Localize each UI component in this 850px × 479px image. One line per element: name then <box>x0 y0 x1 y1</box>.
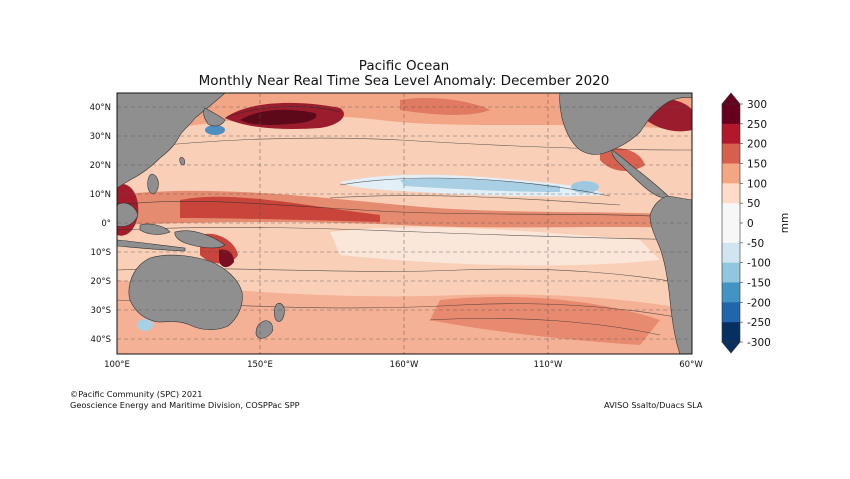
colorbar-level-label: 150 <box>747 159 767 171</box>
lat-tick-label: 30°N <box>90 132 111 142</box>
colorbar-level-label: 300 <box>747 99 767 111</box>
anomaly-kuroshio-core <box>240 109 317 125</box>
land-nz-north <box>274 302 285 322</box>
colorbar-level-label: 50 <box>747 198 760 210</box>
land-australia <box>128 254 243 330</box>
land-borneo <box>117 202 139 227</box>
land-asia <box>117 93 226 189</box>
colorbar-level-label: -150 <box>747 278 771 290</box>
land-java <box>117 239 186 252</box>
map-frame <box>116 92 693 355</box>
lon-tick-label: 160°W <box>390 360 419 370</box>
lon-tick-label: 60°W <box>679 360 703 370</box>
lat-tick-label: 20°S <box>91 277 111 287</box>
colorbar-segments <box>721 103 741 343</box>
colorbar-level-label: -250 <box>747 317 771 329</box>
colorbar-level-label: 250 <box>747 119 767 131</box>
colorbar-segment <box>722 262 740 283</box>
colorbar-segment <box>722 104 740 125</box>
lat-tick-label: 40°N <box>90 103 111 113</box>
colorbar-unit-label: mm <box>779 213 791 233</box>
lat-tick-label: 10°S <box>91 248 111 258</box>
colorbar-segment <box>722 123 740 144</box>
colorbar-min-arrow <box>721 341 741 354</box>
colorbar-segment <box>722 242 740 263</box>
anomaly-coral-sea-core <box>219 249 234 268</box>
land-masses <box>117 93 692 354</box>
anomaly-north-band <box>117 93 692 140</box>
lat-tick-label: 10°N <box>90 190 111 200</box>
division-text: Geoscience Energy and Maritime Division,… <box>70 400 300 410</box>
colorbar-labels: 300 250 200 150 100 50 0 -50 -100 -150 -200 -250 -30… <box>740 99 771 349</box>
colorbar-level-label: -100 <box>747 258 771 270</box>
colorbar-level-label: -200 <box>747 297 771 309</box>
copyright-text: ©Pacific Community (SPC) 2021 <box>70 389 203 399</box>
lon-tick-label: 110°W <box>534 360 563 370</box>
lat-tick-label: 30°S <box>91 306 111 316</box>
lat-tick-label: 20°N <box>90 161 111 171</box>
colorbar-segment <box>722 223 740 244</box>
eddy-tasman <box>137 319 153 331</box>
anomaly-equatorial-strong <box>180 196 380 222</box>
colorbar-segment <box>722 282 740 303</box>
map-subtitle: Monthly Near Real Time Sea Level Anomaly… <box>198 73 610 89</box>
colorbar-level-label: 200 <box>747 139 767 151</box>
colorbar-max-arrow <box>721 92 741 105</box>
lon-tick-label: 150°E <box>247 360 273 370</box>
colorbar-level-label: -50 <box>747 238 764 250</box>
colorbar-level-label: -300 <box>747 337 771 349</box>
colorbar-segment <box>722 163 740 184</box>
lat-tick-label: 40°S <box>91 335 111 345</box>
graticule <box>117 93 692 354</box>
colorbar-level-label: 0 <box>747 218 754 230</box>
land-sulawesi <box>139 223 171 235</box>
anomaly-cold-core <box>400 178 560 192</box>
lat-tick-label: 0° <box>101 219 111 229</box>
land-new-guinea <box>174 230 226 249</box>
eddy-west <box>205 125 225 135</box>
map-title: Pacific Ocean <box>358 58 450 74</box>
lat-axis: 40°N 30°N 20°N 10°N 0° 10°S 20°S 30°S 40… <box>90 103 111 345</box>
colorbar-segment <box>722 322 740 343</box>
colorbar-segment <box>722 302 740 323</box>
colorbar-level-label: 100 <box>747 178 767 190</box>
anomaly-southeast-warm <box>430 296 660 345</box>
colorbar-segment <box>722 203 740 224</box>
lon-axis: 100°E 150°E 160°W 110°W 60°W <box>104 360 703 370</box>
land-japan <box>203 107 226 127</box>
land-central-america <box>611 149 669 198</box>
land-philippines <box>147 173 159 194</box>
anomaly-north-patch <box>400 98 490 115</box>
data-source-text: AVISO Ssalto/Duacs SLA <box>604 400 703 410</box>
colorbar-segment <box>722 183 740 204</box>
sea-level-anomaly-field <box>117 93 692 354</box>
colorbar: 300 250 200 150 100 50 0 -50 -100 -150 -200 -250 -30… <box>721 92 791 354</box>
lon-tick-label: 100°E <box>104 360 130 370</box>
colorbar-segment <box>722 143 740 164</box>
